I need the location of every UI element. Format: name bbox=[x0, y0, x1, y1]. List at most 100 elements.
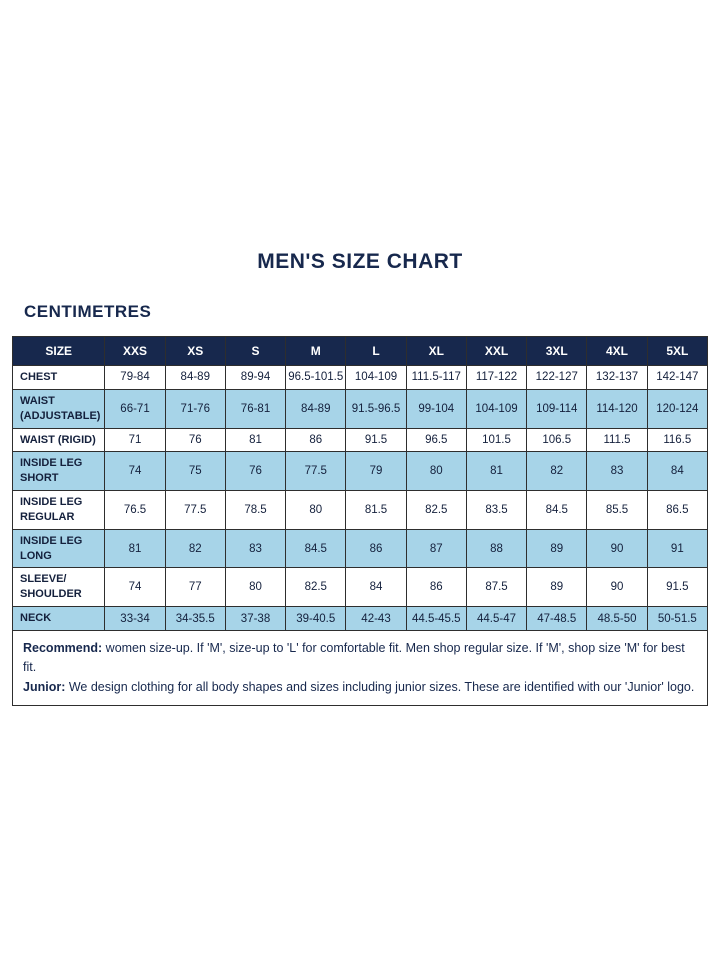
header-m: M bbox=[285, 336, 347, 366]
note-junior: Junior: We design clothing for all body … bbox=[23, 678, 697, 697]
cell-value: 80 bbox=[405, 451, 467, 492]
header-xl: XL bbox=[405, 336, 467, 366]
cell-value: 34-35.5 bbox=[164, 606, 226, 631]
cell-value: 75 bbox=[164, 451, 226, 492]
table-row: WAIST (ADJUSTABLE) 66-71 71-76 76-81 84-89 91… bbox=[11, 388, 709, 429]
size-chart-page: MEN'S SIZE CHART CENTIMETRES SIZE XXS XS S M… bbox=[11, 250, 709, 707]
table-row: INSIDE LEG LONG 81 82 83 84.5 86 87 88 89 90 91 bbox=[11, 528, 709, 569]
cell-value: 91.5 bbox=[345, 427, 407, 453]
cell-value: 114-120 bbox=[586, 388, 648, 429]
cell-value: 88 bbox=[465, 528, 528, 569]
row-label: INSIDE LEG LONG bbox=[11, 528, 106, 569]
cell-value: 89 bbox=[526, 528, 588, 569]
cell-value: 96.5 bbox=[405, 427, 467, 453]
header-xxl: XXL bbox=[465, 336, 528, 366]
cell-value: 120-124 bbox=[646, 388, 709, 429]
cell-value: 101.5 bbox=[465, 427, 528, 453]
note-recommend: Recommend: women size-up. If 'M', size-u… bbox=[23, 639, 697, 678]
note-recommend-lead: Recommend: bbox=[23, 640, 103, 655]
size-table: SIZE XXS XS S M L XL XXL 3XL 4XL 5XL CHEST 79-84 84-… bbox=[11, 336, 709, 631]
cell-value: 84.5 bbox=[526, 490, 588, 530]
row-label: SLEEVE/​SHOULDER bbox=[11, 567, 106, 608]
cell-value: 80 bbox=[285, 490, 347, 530]
cell-value: 74 bbox=[104, 567, 166, 608]
units-subtitle: CENTIMETRES bbox=[24, 302, 152, 321]
header-l: L bbox=[345, 336, 407, 366]
cell-value: 111.5 bbox=[586, 427, 648, 453]
table-row: SLEEVE/​SHOULDER 74 77 80 82.5 84 86 87.5 89 90 91… bbox=[11, 567, 709, 608]
cell-value: 37-38 bbox=[224, 606, 287, 631]
size-table-body: CHEST 79-84 84-89 89-94 96.5-101.5 104-109 111… bbox=[11, 365, 709, 631]
row-label: CHEST bbox=[11, 365, 106, 390]
cell-value: 91 bbox=[646, 528, 709, 569]
cell-value: 87.5 bbox=[465, 567, 528, 608]
cell-value: 89-94 bbox=[224, 365, 287, 390]
cell-value: 39-40.5 bbox=[285, 606, 347, 631]
cell-value: 104-109 bbox=[465, 388, 528, 429]
header-5xl: 5XL bbox=[646, 336, 709, 366]
cell-value: 96.5-101.5 bbox=[285, 365, 347, 390]
cell-value: 44.5-47 bbox=[465, 606, 528, 631]
cell-value: 82 bbox=[164, 528, 226, 569]
cell-value: 84 bbox=[345, 567, 407, 608]
cell-value: 86 bbox=[405, 567, 467, 608]
cell-value: 83 bbox=[586, 451, 648, 492]
cell-value: 42-43 bbox=[345, 606, 407, 631]
cell-value: 106.5 bbox=[526, 427, 588, 453]
row-label: INSIDE LEG SHORT bbox=[11, 451, 106, 492]
cell-value: 78.5 bbox=[224, 490, 287, 530]
cell-value: 82.5 bbox=[405, 490, 467, 530]
cell-value: 81 bbox=[465, 451, 528, 492]
cell-value: 77.5 bbox=[285, 451, 347, 492]
header-s: S bbox=[224, 336, 287, 366]
cell-value: 48.5-50 bbox=[586, 606, 648, 631]
cell-value: 82.5 bbox=[285, 567, 347, 608]
row-label: NECK bbox=[11, 606, 106, 631]
cell-value: 71 bbox=[104, 427, 166, 453]
cell-value: 84-89 bbox=[164, 365, 226, 390]
row-label: WAIST (ADJUSTABLE) bbox=[11, 388, 106, 429]
cell-value: 74 bbox=[104, 451, 166, 492]
cell-value: 81 bbox=[224, 427, 287, 453]
cell-value: 90 bbox=[586, 528, 648, 569]
cell-value: 66-71 bbox=[104, 388, 166, 429]
cell-value: 89 bbox=[526, 567, 588, 608]
cell-value: 104-109 bbox=[345, 365, 407, 390]
cell-value: 116.5 bbox=[646, 427, 709, 453]
cell-value: 84 bbox=[646, 451, 709, 492]
table-row: WAIST (RIGID) 71 76 81 86 91.5 96.5 101.5 106.5 1… bbox=[11, 427, 709, 453]
cell-value: 79-84 bbox=[104, 365, 166, 390]
cell-value: 85.5 bbox=[586, 490, 648, 530]
cell-value: 83 bbox=[224, 528, 287, 569]
cell-value: 109-114 bbox=[526, 388, 588, 429]
note-junior-text: We design clothing for all body shapes a… bbox=[65, 679, 695, 694]
cell-value: 79 bbox=[345, 451, 407, 492]
cell-value: 76-81 bbox=[224, 388, 287, 429]
row-label: INSIDE LEG REGULAR bbox=[11, 490, 106, 530]
cell-value: 77 bbox=[164, 567, 226, 608]
header-3xl: 3XL bbox=[526, 336, 588, 366]
cell-value: 80 bbox=[224, 567, 287, 608]
table-row: NECK 33-34 34-35.5 37-38 39-40.5 42-43 44.5-45… bbox=[11, 606, 709, 631]
cell-value: 84.5 bbox=[285, 528, 347, 569]
cell-value: 33-34 bbox=[104, 606, 166, 631]
cell-value: 76 bbox=[224, 451, 287, 492]
cell-value: 86 bbox=[345, 528, 407, 569]
note-junior-lead: Junior: bbox=[23, 679, 66, 694]
size-table-header: SIZE XXS XS S M L XL XXL 3XL 4XL 5XL bbox=[11, 336, 709, 366]
cell-value: 132-137 bbox=[586, 365, 648, 390]
cell-value: 47-48.5 bbox=[526, 606, 588, 631]
cell-value: 91.5-96.5 bbox=[345, 388, 407, 429]
page-title: MEN'S SIZE CHART bbox=[257, 250, 463, 273]
note-recommend-text: women size-up. If 'M', size-up to 'L' fo… bbox=[23, 640, 685, 675]
cell-value: 91.5 bbox=[646, 567, 709, 608]
header-row: SIZE XXS XS S M L XL XXL 3XL 4XL 5XL bbox=[11, 336, 709, 366]
table-row: INSIDE LEG SHORT 74 75 76 77.5 79 80 81 82 83 84 bbox=[11, 451, 709, 492]
cell-value: 76.5 bbox=[104, 490, 166, 530]
cell-value: 117-122 bbox=[465, 365, 528, 390]
cell-value: 83.5 bbox=[465, 490, 528, 530]
header-xxs: XXS bbox=[104, 336, 166, 366]
cell-value: 77.5 bbox=[164, 490, 226, 530]
notes-box: Recommend: women size-up. If 'M', size-u… bbox=[12, 629, 708, 707]
header-size: SIZE bbox=[11, 336, 106, 366]
